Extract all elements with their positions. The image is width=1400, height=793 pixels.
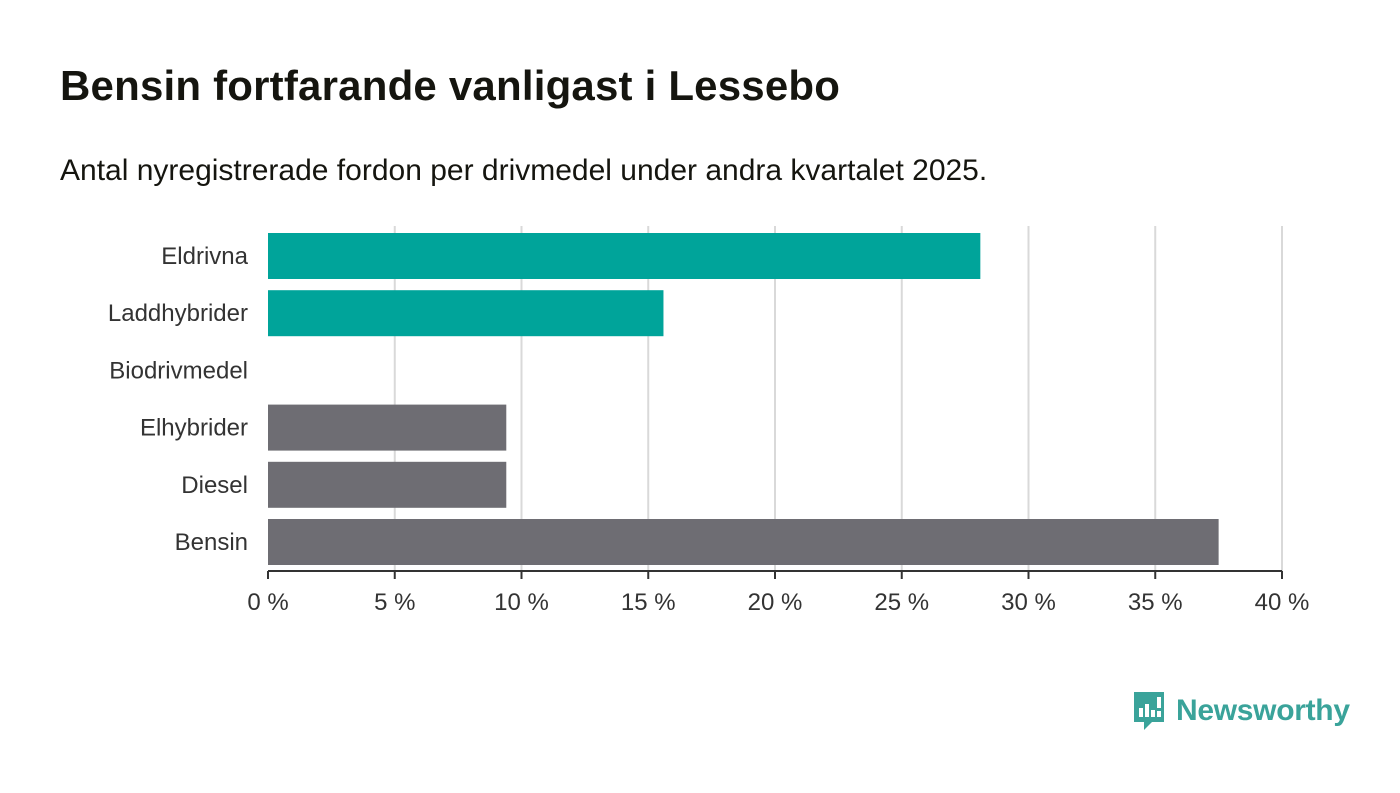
- category-label: Laddhybrider: [108, 300, 248, 327]
- bar-diesel[interactable]: [268, 461, 507, 508]
- x-tick-label: 10 %: [494, 589, 549, 616]
- brand-logo[interactable]: Newsworthy: [1132, 690, 1350, 732]
- category-labels: Eldrivna Laddhybrider Biodrivmedel Elhybrid…: [108, 243, 249, 556]
- bar-eldrivna[interactable]: [268, 233, 981, 279]
- x-tick-label: 20 %: [748, 589, 803, 616]
- x-tick-label: 5 %: [374, 589, 415, 616]
- category-label: Biodrivmedel: [109, 357, 248, 384]
- x-tick-label: 25 %: [874, 589, 929, 616]
- category-label: Elhybrider: [140, 415, 248, 442]
- bar-elhybrider[interactable]: [268, 404, 507, 451]
- chart-title: Bensin fortfarande vanligast i Lessebo: [60, 62, 841, 109]
- category-label: Diesel: [181, 472, 248, 499]
- x-tick-label: 40 %: [1255, 589, 1310, 616]
- category-label: Bensin: [175, 529, 248, 556]
- x-tick-label: 0 %: [247, 589, 288, 616]
- bars: [268, 233, 1219, 565]
- x-tick-label: 15 %: [621, 589, 676, 616]
- x-tick-label: 30 %: [1001, 589, 1056, 616]
- brand-name: Newsworthy: [1176, 694, 1350, 727]
- x-tick-label: 35 %: [1128, 589, 1183, 616]
- category-label: Eldrivna: [161, 243, 248, 270]
- bar-bensin[interactable]: [268, 519, 1219, 565]
- newsworthy-logo-icon: [1134, 692, 1164, 730]
- bar-laddhybrider[interactable]: [268, 290, 664, 337]
- chart-subtitle: Antal nyregistrerade fordon per drivmede…: [60, 154, 988, 187]
- gridlines: [393, 226, 1283, 571]
- x-axis: 0 % 5 % 10 % 15 % 20 % 25 % 30 % 35 % 40 %: [247, 570, 1310, 616]
